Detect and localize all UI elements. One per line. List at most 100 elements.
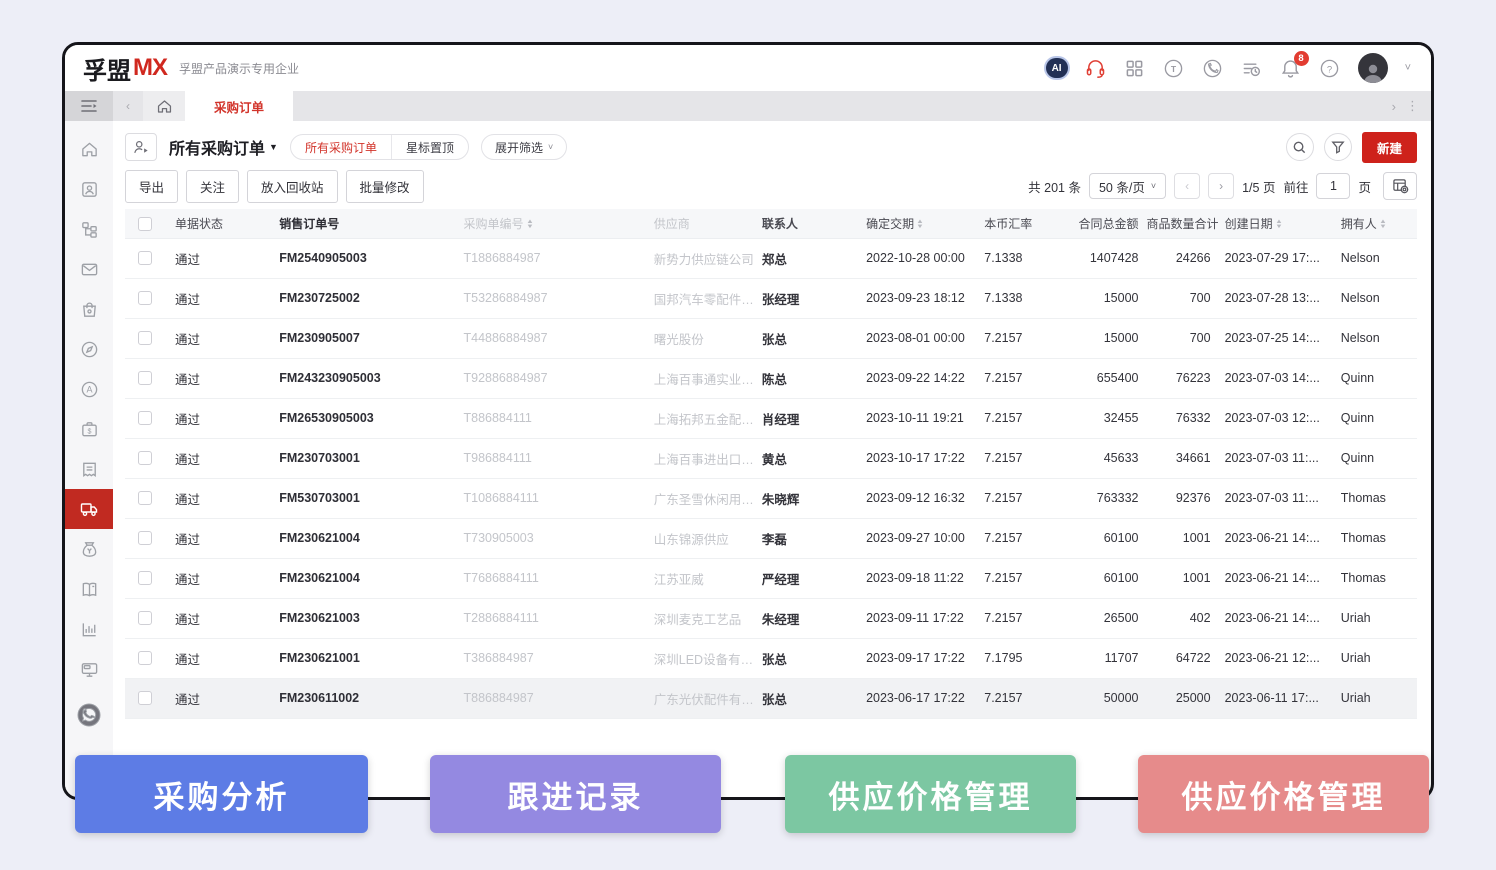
- cell-po_no: T886884987: [459, 678, 650, 719]
- row-checkbox[interactable]: [138, 371, 153, 386]
- cell-supplier: 江苏亚威: [649, 558, 758, 599]
- row-checkbox[interactable]: [138, 251, 153, 266]
- row-checkbox[interactable]: [138, 491, 153, 506]
- tab-purchase-orders[interactable]: 采购订单: [185, 91, 293, 121]
- table-body: 通过 FM2540905003 T1886884987 新势力供应链公司 郑总 2022-…: [125, 238, 1417, 719]
- task-list-icon[interactable]: [1241, 57, 1263, 79]
- column-settings-icon[interactable]: [1383, 172, 1417, 200]
- row-checkbox[interactable]: [138, 691, 153, 706]
- column-header-created[interactable]: 创建日期 ▲ ▼: [1214, 209, 1331, 239]
- sidebar-invoice-icon[interactable]: [65, 449, 113, 489]
- row-checkbox[interactable]: [138, 411, 153, 426]
- action-button[interactable]: 放入回收站: [247, 169, 338, 203]
- table-row[interactable]: 通过 FM230725002 T53286884987 国邦汽车零配件有... 张经理 2…: [125, 278, 1417, 319]
- sidebar-contacts-icon[interactable]: [65, 169, 113, 209]
- message-t-icon[interactable]: T: [1163, 57, 1185, 79]
- column-header-owner[interactable]: 拥有人 ▲ ▼: [1330, 209, 1417, 239]
- cell-status: 通过: [165, 278, 276, 319]
- apps-grid-icon[interactable]: [1124, 57, 1146, 79]
- supply-price-management-button-2[interactable]: 供应价格管理: [1138, 755, 1429, 833]
- column-header-supplier: 供应商: [649, 209, 758, 239]
- column-header-delivery[interactable]: 确定交期 ▲ ▼: [862, 209, 981, 239]
- phone-chat-icon[interactable]: [1202, 57, 1224, 79]
- table-row[interactable]: 通过 FM230621001 T386884987 深圳LED设备有限... 张总 202…: [125, 638, 1417, 679]
- table-row[interactable]: 通过 FM230611002 T886884987 广东光伏配件有限... 张总 2023…: [125, 678, 1417, 719]
- cell-po_no: T1086884111: [459, 478, 650, 519]
- create-button[interactable]: 新建: [1361, 131, 1417, 163]
- table-row[interactable]: 通过 FM230621004 T7686884111 江苏亚威 严经理 2023-09-1…: [125, 558, 1417, 599]
- sidebar-mail-icon[interactable]: [65, 249, 113, 289]
- table-row[interactable]: 通过 FM530703001 T1086884111 广东圣雪休闲用品... 朱晓辉 20…: [125, 478, 1417, 519]
- headset-support-icon[interactable]: [1085, 57, 1107, 79]
- cell-supplier: 深圳LED设备有限...: [649, 638, 758, 679]
- expand-filters-toggle[interactable]: 展开筛选 ˅: [480, 134, 568, 160]
- filter-funnel-icon[interactable]: [1323, 133, 1352, 161]
- row-checkbox[interactable]: [138, 651, 153, 666]
- cell-qty: 64722: [1142, 638, 1215, 679]
- sort-icon[interactable]: ▲ ▼: [1274, 219, 1283, 230]
- column-header-po_no[interactable]: 采购单编号 ▲ ▼: [459, 209, 650, 239]
- goto-page-input[interactable]: [1316, 173, 1351, 199]
- home-tab-icon[interactable]: [143, 91, 185, 121]
- sidebar-analytics-icon[interactable]: [65, 609, 113, 649]
- row-checkbox[interactable]: [138, 571, 153, 586]
- row-checkbox[interactable]: [138, 451, 153, 466]
- sidebar-home-icon[interactable]: [65, 129, 113, 169]
- row-checkbox[interactable]: [138, 291, 153, 306]
- cell-status: 通过: [165, 638, 276, 679]
- search-icon[interactable]: [1285, 133, 1314, 161]
- action-button[interactable]: 批量修改: [345, 169, 424, 203]
- table-row[interactable]: 通过 FM230621003 T2886884111 深圳麦克工艺品 朱经理 2023-0…: [125, 598, 1417, 639]
- account-chevron-down-icon[interactable]: ˅: [1404, 62, 1411, 74]
- follow-up-records-button[interactable]: 跟进记录: [430, 755, 721, 833]
- cell-rate: 7.2157: [980, 678, 1059, 719]
- sidebar-org-tree-icon[interactable]: [65, 209, 113, 249]
- cell-rate: 7.1338: [980, 278, 1059, 319]
- quick-filter-segment[interactable]: 星标置顶: [390, 135, 468, 159]
- quick-filter-segment[interactable]: 所有采购订单: [304, 140, 377, 155]
- tab-scroll-left-icon[interactable]: ‹: [126, 99, 130, 113]
- table-row[interactable]: 通过 FM26530905003 T886884111 上海拓邦五金配件... 肖经理 2…: [125, 398, 1417, 439]
- help-icon[interactable]: ?: [1319, 57, 1341, 79]
- sort-icon[interactable]: ▲ ▼: [525, 219, 534, 230]
- action-button[interactable]: 导出: [125, 169, 179, 203]
- sort-icon[interactable]: ▲ ▼: [916, 219, 924, 230]
- sidebar-marketing-icon[interactable]: [65, 329, 113, 369]
- table-row[interactable]: 通过 FM2540905003 T1886884987 新势力供应链公司 郑总 2022-…: [125, 238, 1417, 279]
- prev-page-button[interactable]: ‹: [1174, 173, 1201, 199]
- sidebar-whatsapp-icon[interactable]: [65, 695, 113, 735]
- cell-delivery: 2023-10-11 19:21: [862, 398, 981, 439]
- row-checkbox[interactable]: [138, 611, 153, 626]
- action-button[interactable]: 关注: [186, 169, 240, 203]
- row-checkbox[interactable]: [138, 531, 153, 546]
- sidebar-collapse-icon[interactable]: [65, 91, 113, 121]
- table-row[interactable]: 通过 FM243230905003 T92886884987 上海百事通实业有... 陈…: [125, 358, 1417, 399]
- sort-icon[interactable]: ▲ ▼: [1378, 219, 1387, 230]
- sidebar-ledger-icon[interactable]: [65, 569, 113, 609]
- tab-scroll-right-icon[interactable]: ›: [1391, 98, 1396, 114]
- next-page-button[interactable]: ›: [1208, 173, 1235, 199]
- sidebar-crm-icon[interactable]: A: [65, 369, 113, 409]
- supply-price-management-button[interactable]: 供应价格管理: [785, 755, 1076, 833]
- sidebar-workstation-icon[interactable]: [65, 649, 113, 689]
- view-selector[interactable]: 所有采购订单 ▼: [169, 141, 278, 158]
- table-row[interactable]: 通过 FM230905007 T44886884987 曙光股份 张总 2023-08-0…: [125, 318, 1417, 359]
- row-checkbox[interactable]: [138, 331, 153, 346]
- table-row[interactable]: 通过 FM230621004 T730905003 山东锦源供应 李磊 2023-09-2…: [125, 518, 1417, 559]
- sidebar-products-icon[interactable]: [65, 289, 113, 329]
- sidebar-procurement-icon[interactable]: [65, 489, 113, 529]
- tab-more-icon[interactable]: ⋮: [1406, 98, 1419, 113]
- user-avatar[interactable]: [1357, 53, 1388, 83]
- sidebar-orders-icon[interactable]: $: [65, 409, 113, 449]
- sidebar-finance-icon[interactable]: [65, 529, 113, 569]
- select-all-checkbox[interactable]: [138, 216, 153, 231]
- notification-bell-icon[interactable]: 8: [1280, 51, 1309, 79]
- cell-owner: Uriah: [1330, 638, 1417, 679]
- page-size-select[interactable]: 50 条/页 ˅: [1088, 173, 1167, 199]
- table-row[interactable]: 通过 FM230703001 T986884111 上海百事进出口有... 黄总 2023…: [125, 438, 1417, 479]
- ai-assistant-icon[interactable]: AI: [1045, 57, 1068, 79]
- view-caret-down-icon: ▼: [269, 142, 278, 152]
- cell-contact: 张总: [757, 678, 863, 719]
- owner-filter-icon[interactable]: [125, 133, 157, 161]
- purchase-analysis-button[interactable]: 采购分析: [75, 755, 368, 833]
